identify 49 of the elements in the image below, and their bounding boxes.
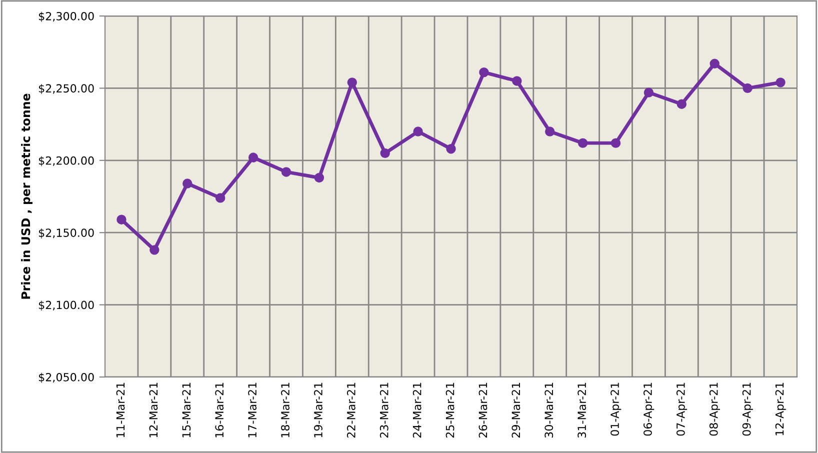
x-tick-label: 07-Apr-21: [676, 382, 688, 436]
x-tick-label: 11-Mar-21: [116, 382, 125, 438]
point: [710, 58, 720, 69]
x-tick-label: 15-Mar-21: [182, 382, 191, 438]
x-tick-label: 09-Apr-21: [742, 382, 753, 436]
x-tick-label: 12-Mar-21: [149, 382, 158, 438]
point: [644, 88, 654, 98]
y-axis-title: Price in USD , per metric tonne: [21, 94, 32, 299]
x-tick-label: 24-Mar-21: [412, 382, 422, 438]
x-tick-label: 19-Mar-21: [314, 382, 322, 438]
x-tick-label: 12-Apr-21: [775, 382, 786, 436]
x-tick-label: 26-Mar-21: [478, 382, 488, 438]
point: [150, 245, 160, 255]
point: [512, 76, 522, 86]
point: [281, 167, 292, 177]
x-tick-label: 31-Mar-21: [578, 382, 586, 438]
y-tick-label: $2,250.00: [38, 84, 94, 94]
x-tick-label: 30-Mar-21: [544, 382, 554, 438]
point: [776, 78, 786, 88]
point: [578, 138, 588, 148]
point: [380, 148, 390, 158]
point: [446, 144, 456, 154]
point: [544, 126, 555, 136]
y-tick-label: $2,300.00: [38, 12, 94, 22]
x-tick-label: 23-Mar-21: [380, 382, 388, 438]
point: [314, 172, 324, 183]
y-tick-label: $2,050.00: [38, 372, 94, 383]
point: [742, 83, 752, 94]
y-tick-label: $2,100.00: [38, 300, 94, 311]
x-tick-label: 17-Mar-21: [248, 382, 257, 438]
point: [116, 214, 126, 224]
x-tick-label: 18-Mar-21: [281, 382, 290, 438]
point: [479, 67, 489, 78]
point: [182, 178, 192, 188]
x-tick-label: 08-Apr-21: [709, 382, 720, 436]
point: [347, 78, 358, 88]
x-tick-label: 16-Mar-21: [215, 382, 224, 438]
x-tick-label: 01-Apr-21: [610, 382, 622, 436]
x-tick-label: 25-Mar-21: [446, 382, 454, 438]
x-tick-label: 29-Mar-21: [512, 382, 520, 438]
point: [413, 126, 423, 136]
point: [215, 193, 226, 203]
x-tick-label: 22-Mar-21: [346, 382, 356, 438]
y-tick-label: $2,150.00: [38, 228, 94, 238]
point: [248, 152, 258, 162]
x-tick-label: 06-Apr-21: [644, 382, 654, 436]
point: [610, 138, 621, 148]
y-tick-label: $2,200.00: [38, 156, 94, 166]
point: [676, 99, 687, 109]
